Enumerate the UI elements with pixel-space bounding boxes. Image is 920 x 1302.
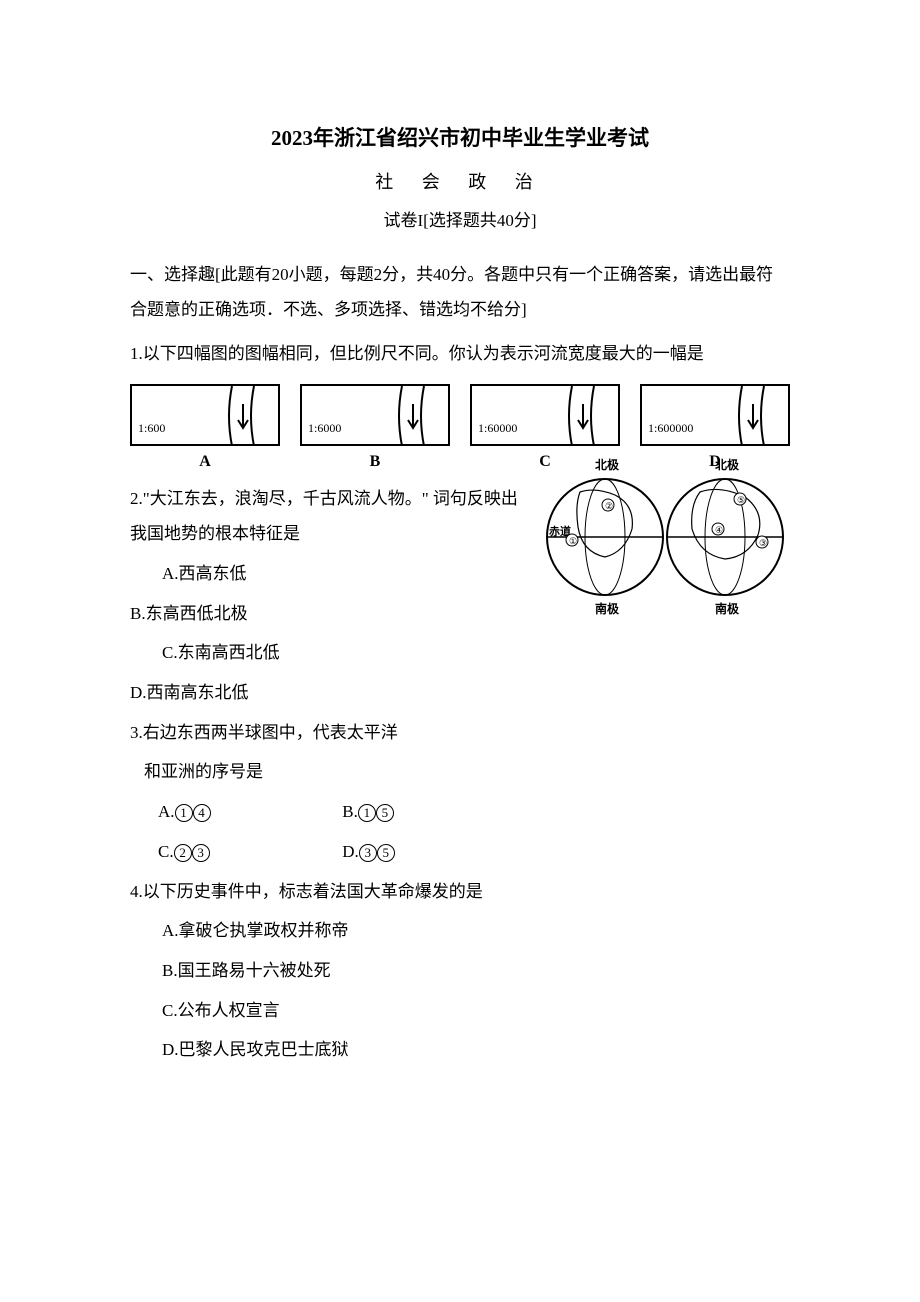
q3-stem-l2: 和亚洲的序号是 bbox=[130, 754, 532, 790]
exam-title: 2023年浙江省绍兴市初中毕业生学业考试 bbox=[130, 120, 790, 158]
q1-map-b-label: B bbox=[370, 448, 381, 477]
q1-map-c-scale: 1:60000 bbox=[478, 418, 517, 440]
north-label-2: 北极 bbox=[715, 457, 740, 472]
q2-opt-a: A.西高东低 bbox=[130, 556, 532, 592]
q2-opt-b: B.东高西低北极 bbox=[130, 596, 532, 632]
q1-map-a: 1:600 A bbox=[130, 384, 280, 477]
q3-d-prefix: D. bbox=[342, 842, 359, 861]
q4-opt-d: D.巴黎人民攻克巴士底狱 bbox=[130, 1032, 790, 1068]
q3-b-prefix: B. bbox=[342, 802, 358, 821]
svg-text:①: ① bbox=[569, 536, 577, 546]
north-label-1: 北极 bbox=[595, 457, 620, 472]
river-icon bbox=[226, 386, 266, 446]
q3-a-prefix: A. bbox=[158, 802, 175, 821]
q1-map-a-scale: 1:600 bbox=[138, 418, 165, 440]
south-label-1: 南极 bbox=[595, 601, 620, 616]
exam-subtitle: 社 会 政 治 bbox=[130, 166, 790, 198]
river-icon bbox=[396, 386, 436, 446]
circled-3: 3 bbox=[192, 844, 210, 862]
svg-text:⑤: ⑤ bbox=[737, 495, 745, 505]
globe-icon: 北极 北极 赤道 ① ② ③ ④ ⑤ 南极 南极 bbox=[540, 457, 790, 617]
svg-text:④: ④ bbox=[715, 525, 723, 535]
q4-opt-c: C.公布人权宣言 bbox=[130, 993, 790, 1029]
river-icon bbox=[736, 386, 776, 446]
circled-5: 5 bbox=[376, 804, 394, 822]
q1-map-d-scale: 1:600000 bbox=[648, 418, 693, 440]
q1-map-a-label: A bbox=[199, 448, 211, 477]
q4-stem: 4.以下历史事件中，标志着法国大革命爆发的是 bbox=[130, 874, 790, 910]
q3-opts-row1: A.14 B.15 bbox=[130, 794, 532, 830]
q3-opts-row2: C.23 D.35 bbox=[130, 834, 532, 870]
q4-opt-a: A.拿破仑执掌政权并称帝 bbox=[130, 913, 790, 949]
q1-map-b-scale: 1:6000 bbox=[308, 418, 341, 440]
globe-figure: 北极 北极 赤道 ① ② ③ ④ ⑤ 南极 南极 bbox=[540, 457, 790, 628]
svg-text:②: ② bbox=[605, 501, 613, 511]
circled-4: 4 bbox=[193, 804, 211, 822]
q2-opt-c: C.东南高西北低 bbox=[130, 635, 532, 671]
circled-1b: 1 bbox=[358, 804, 376, 822]
river-icon bbox=[566, 386, 606, 446]
section-instruction: 一、选择趣[此题有20小题，每题2分，共40分。各题中只有一个正确答案，请选出最… bbox=[130, 257, 790, 328]
q3-c-prefix: C. bbox=[158, 842, 174, 861]
q1-stem: 1.以下四幅图的图幅相同，但比例尺不同。你认为表示河流宽度最大的一幅是 bbox=[130, 336, 790, 372]
q2-stem: 2."大江东去，浪淘尽，千古风流人物。" 词句反映出我国地势的根本特征是 bbox=[130, 481, 532, 552]
q1-map-b: 1:6000 B bbox=[300, 384, 450, 477]
section-label: 试卷I[选择题共40分] bbox=[130, 206, 790, 237]
circled-3b: 3 bbox=[359, 844, 377, 862]
svg-text:③: ③ bbox=[759, 538, 767, 548]
south-label-2: 南极 bbox=[715, 601, 740, 616]
circled-5b: 5 bbox=[377, 844, 395, 862]
circled-2: 2 bbox=[174, 844, 192, 862]
q2-opt-d: D.西南高东北低 bbox=[130, 675, 532, 711]
q3-stem-l1: 3.右边东西两半球图中，代表太平洋 bbox=[130, 715, 532, 751]
circled-1: 1 bbox=[175, 804, 193, 822]
q4-opt-b: B.国王路易十六被处死 bbox=[130, 953, 790, 989]
